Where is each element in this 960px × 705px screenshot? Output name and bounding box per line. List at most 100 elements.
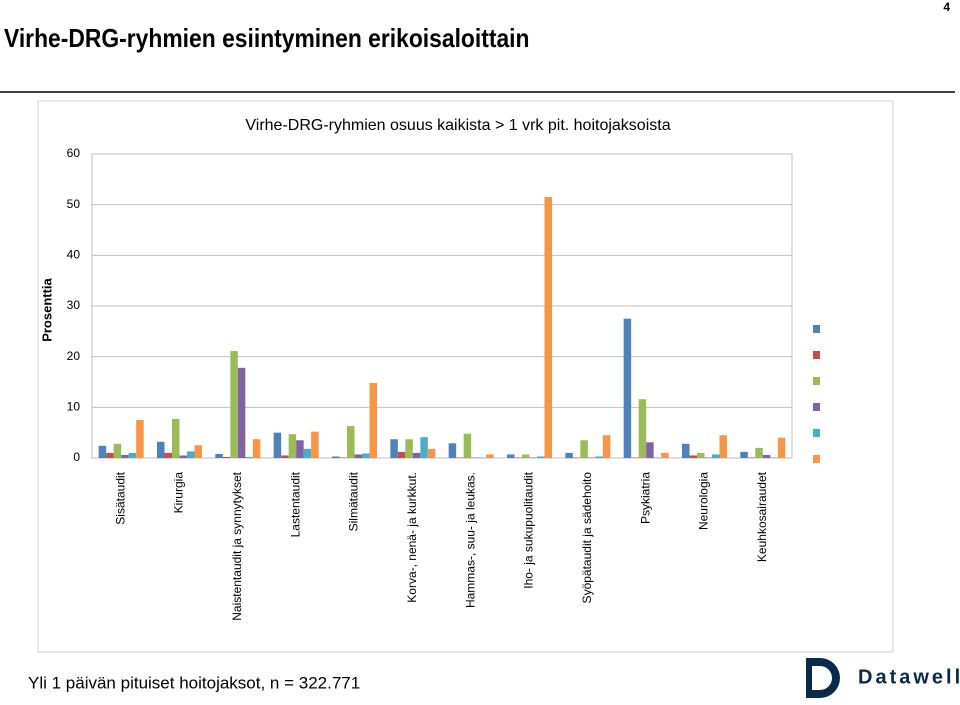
bar: [537, 456, 545, 458]
bar: [572, 457, 581, 458]
y-tick-label: 50: [67, 197, 81, 211]
bar: [172, 418, 180, 458]
legend-swatch: [813, 325, 820, 333]
bar: [456, 457, 464, 458]
bar: [740, 451, 748, 458]
bar: [529, 457, 537, 458]
bar: [405, 439, 413, 458]
bar: [164, 452, 172, 458]
legend-swatch: [813, 351, 820, 359]
bar: [712, 454, 720, 458]
y-tick-label: 30: [67, 298, 81, 312]
bar: [347, 426, 355, 458]
bar: [653, 457, 662, 458]
x-tick-label: Korva-, nenä- ja kurkkut.: [405, 472, 419, 603]
bar: [514, 457, 522, 458]
bar: [281, 455, 289, 458]
x-tick-label: Iho- ja sukupuolitaudit: [522, 471, 536, 588]
bar: [215, 453, 223, 458]
bar: [427, 448, 436, 458]
bar: [397, 451, 406, 458]
y-axis-label: Prosenttia: [39, 277, 54, 341]
slide-title: Virhe-DRG-ryhmien esiintyminen erikoisal…: [4, 25, 530, 54]
bar: [544, 197, 552, 459]
y-tick-label: 20: [67, 349, 81, 363]
x-tick-label: Naistentaudit ja synnytykset: [230, 471, 244, 620]
bar: [354, 454, 362, 458]
bar: [303, 448, 312, 458]
x-tick-label: Keuhkosairaudet: [755, 471, 769, 562]
x-tick-label: Sisätaudit: [113, 471, 127, 524]
x-tick-label: Kirurgia: [172, 472, 186, 514]
bar: [478, 457, 487, 458]
y-tick-label: 40: [67, 248, 81, 262]
bar: [106, 452, 114, 458]
x-tick-label: Silmätaudit: [347, 471, 361, 531]
bar: [638, 399, 647, 458]
bar: [222, 456, 231, 458]
bar: [565, 452, 573, 458]
bar: [339, 457, 347, 458]
bar: [623, 318, 632, 458]
bar: [507, 454, 515, 458]
logo-text: Datawell: [858, 666, 960, 688]
x-tick-label: Lastentaudit: [288, 471, 302, 537]
bar: [362, 453, 370, 458]
bar: [245, 456, 253, 458]
bar: [755, 447, 763, 458]
legend-swatch: [813, 429, 820, 437]
bar: [311, 431, 319, 458]
bar: [136, 420, 144, 458]
bar: [580, 440, 588, 458]
bar: [522, 454, 530, 458]
bar: [128, 452, 137, 458]
x-tick-label: Syöpätaudit ja sädehoito: [580, 472, 594, 604]
bar: [595, 456, 603, 458]
bar: [689, 455, 697, 458]
bar: [157, 441, 165, 458]
bar: [369, 383, 377, 458]
bar: [631, 457, 639, 458]
bar: [113, 443, 122, 458]
bar: [777, 437, 786, 458]
bar: [230, 351, 238, 458]
bar: [682, 443, 690, 458]
bar: [486, 454, 494, 458]
legend-swatch: [813, 455, 820, 463]
x-tick-label: Neurologia: [697, 472, 711, 530]
chart-title: Virhe-DRG-ryhmien osuus kaikista > 1 vrk…: [245, 117, 670, 134]
bar: [448, 443, 457, 458]
bar: [602, 435, 611, 458]
footer: Yli 1 päivän pituiset hoitojaksot, n = 3…: [28, 673, 360, 692]
bar: [719, 435, 727, 458]
bar: [646, 442, 654, 458]
bar: [187, 451, 195, 458]
bar: [121, 454, 129, 458]
bar: [288, 434, 297, 458]
bar: [412, 452, 421, 458]
bar: [179, 455, 187, 458]
bar: [420, 437, 428, 458]
y-tick-label: 60: [67, 146, 81, 160]
bar: [770, 457, 778, 458]
y-tick-label: 0: [73, 450, 80, 464]
bar: [98, 445, 107, 458]
bar: [194, 445, 202, 458]
bar: [697, 452, 705, 458]
bar: [390, 439, 398, 458]
page-number: 4: [943, 0, 950, 14]
bar: [237, 367, 246, 458]
bar: [587, 457, 596, 458]
bar: [747, 457, 756, 458]
bar: [273, 432, 282, 458]
bar: [471, 457, 479, 458]
y-tick-label: 10: [67, 400, 81, 414]
chart-frame: [37, 100, 894, 653]
legend-swatch: [813, 377, 820, 385]
bar: [661, 452, 669, 458]
bar: [296, 440, 304, 458]
bar: [762, 454, 771, 458]
bar: [704, 457, 712, 458]
bar: [463, 433, 472, 458]
